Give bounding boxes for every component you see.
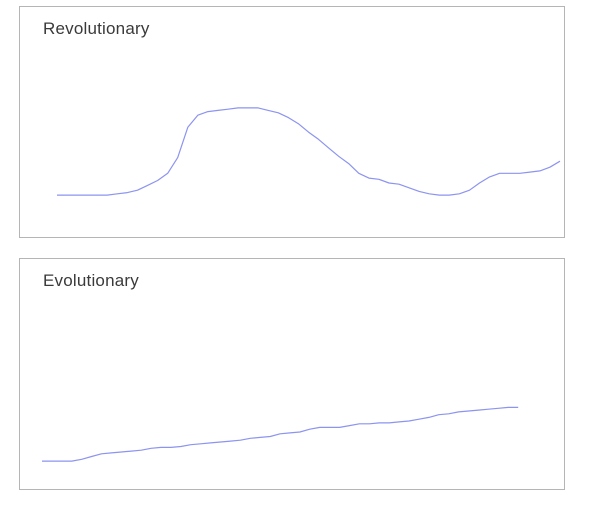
evolutionary-chart-panel: Evolutionary <box>19 258 565 490</box>
evolutionary-chart-title: Evolutionary <box>43 271 139 290</box>
revolutionary-chart-panel: Revolutionary <box>19 6 565 238</box>
evolutionary-series-line <box>42 406 519 462</box>
revolutionary-chart-plot <box>57 107 561 196</box>
evolutionary-chart-plot <box>42 406 519 462</box>
revolutionary-series-line <box>57 107 561 196</box>
revolutionary-chart-title: Revolutionary <box>43 19 150 38</box>
